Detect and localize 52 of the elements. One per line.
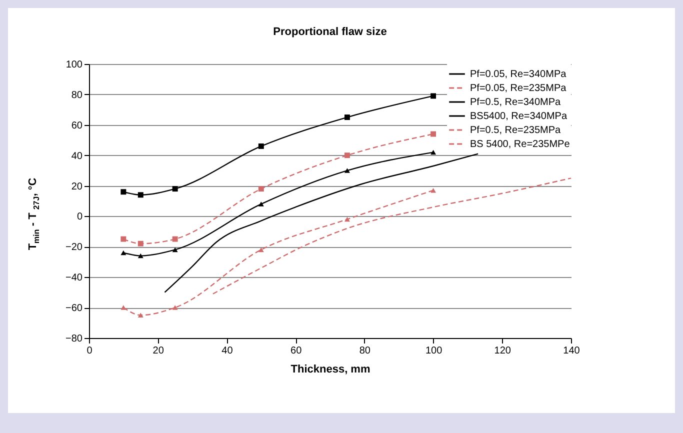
point (120, 250, 126, 256)
y-tick-label: −80 (66, 334, 83, 344)
point (430, 150, 436, 155)
legend-label: Pf=0.5, Re=340MPa (470, 97, 562, 108)
x-tick-label: 140 (563, 346, 580, 356)
point (258, 247, 264, 252)
x-tick-label: 40 (222, 346, 234, 356)
point (430, 93, 436, 99)
point (258, 186, 264, 192)
point (138, 253, 144, 258)
point (120, 305, 126, 310)
line-series (164, 153, 479, 293)
legend-label: Pf=0.05, Re=235MPa (470, 83, 567, 94)
point (344, 114, 350, 120)
x-tick-label: 120 (494, 346, 512, 356)
y-tick-label: −60 (66, 303, 83, 314)
x-tick-label: 60 (290, 346, 302, 356)
point (258, 202, 264, 206)
point (120, 236, 126, 242)
point (430, 131, 436, 137)
point (172, 186, 178, 192)
point (344, 168, 350, 173)
x-tick-label: 80 (359, 346, 371, 356)
point (138, 240, 144, 246)
y-tick-label: −20 (66, 242, 83, 254)
legend-label: BS 5400, Re=235MPe (470, 139, 570, 150)
point (344, 152, 350, 158)
point (344, 216, 350, 222)
y-tick-label: −40 (66, 272, 83, 284)
x-tick-label: 0 (86, 346, 93, 356)
point (138, 312, 144, 318)
y-tick-label: 80 (71, 90, 83, 101)
point (138, 192, 144, 198)
y-tick-label: 0 (76, 212, 83, 223)
point (172, 247, 178, 252)
y-tick-label: 100 (66, 60, 83, 70)
y-tick-label: 60 (71, 120, 83, 132)
y-tick-label: 20 (71, 181, 83, 192)
y-tick-label: 40 (71, 150, 83, 162)
x-tick-label: 20 (152, 346, 164, 356)
x-axis-title: Thickness, mm (290, 364, 370, 376)
point (172, 305, 178, 310)
chart-title: Proportional flaw size (273, 26, 387, 38)
legend-label: Pf=0.5, Re=235MPa (470, 125, 562, 136)
legend-label: Pf=0.05, Re=340MPa (470, 69, 567, 80)
legend-label: BS5400, Re=340MPa (470, 111, 568, 122)
point (120, 189, 126, 195)
point (172, 236, 178, 242)
point (430, 188, 436, 193)
point (258, 143, 264, 149)
x-tick-label: 100 (425, 346, 443, 356)
line-series (212, 178, 572, 294)
